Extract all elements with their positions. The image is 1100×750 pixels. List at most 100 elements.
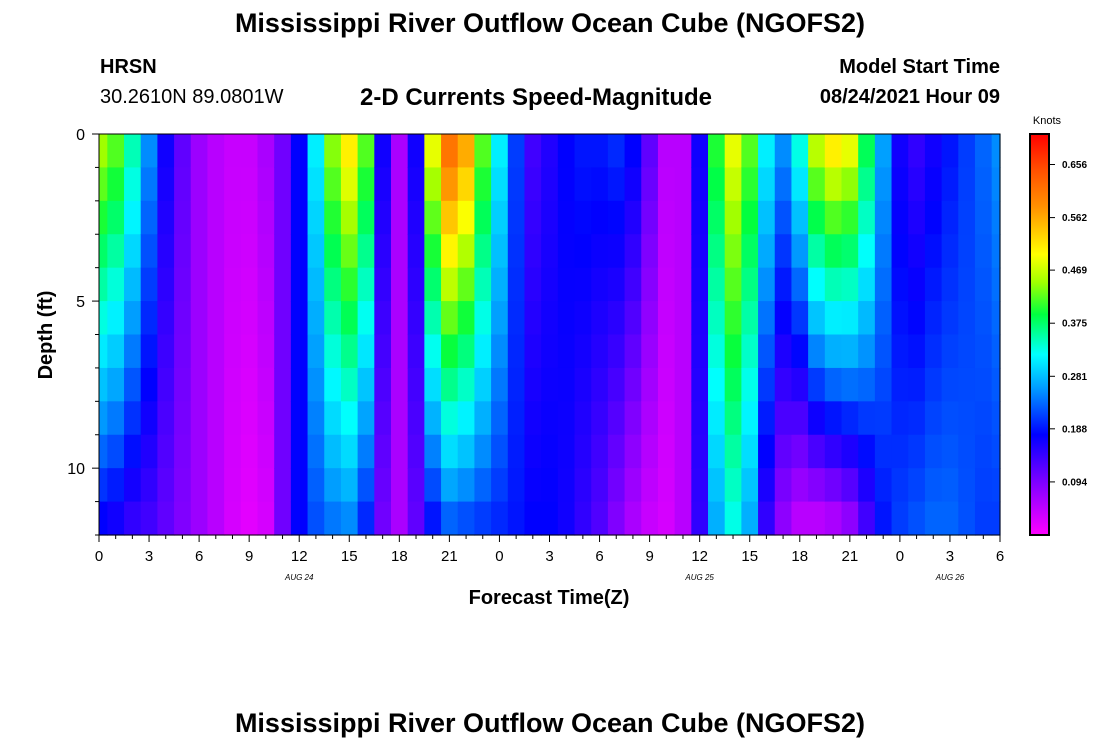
- heatmap-cell: [324, 434, 342, 469]
- heatmap-cell: [774, 468, 793, 503]
- heatmap-cell: [374, 501, 392, 536]
- heatmap-cell: [891, 301, 909, 336]
- heatmap-cell: [891, 401, 909, 436]
- heatmap-cell: [207, 367, 225, 402]
- heatmap-cell: [340, 401, 359, 436]
- heatmap-cell: [574, 234, 592, 269]
- heatmap-cell: [741, 234, 759, 269]
- heatmap-cell: [390, 167, 409, 202]
- heatmap-cell: [324, 367, 342, 402]
- heatmap-cell: [607, 234, 626, 269]
- heatmap-cell: [657, 367, 676, 402]
- heatmap-cell: [491, 501, 509, 536]
- heatmap-cell: [841, 167, 859, 202]
- heatmap-cell: [507, 234, 526, 269]
- heatmap-cell: [240, 501, 259, 536]
- heatmap-cell: [407, 434, 425, 469]
- heatmap-cell: [791, 468, 809, 503]
- heatmap-cell: [691, 468, 709, 503]
- heatmap-cell: [524, 468, 542, 503]
- colorbar-tick-label: 0.188: [1062, 424, 1087, 435]
- heatmap-cell: [290, 301, 309, 336]
- heatmap-cell: [541, 234, 559, 269]
- heatmap-cell: [374, 167, 392, 202]
- heatmap-cell: [441, 434, 459, 469]
- heatmap-cell: [457, 200, 476, 235]
- heatmap-cell: [99, 134, 108, 169]
- heatmap-cell: [257, 267, 275, 302]
- heatmap-cell: [791, 167, 809, 202]
- heatmap-cell: [641, 267, 659, 302]
- heatmap-cell: [374, 468, 392, 503]
- heatmap-cell: [758, 334, 776, 369]
- heatmap-cell: [808, 301, 826, 336]
- heatmap-cell: [991, 200, 1001, 235]
- heatmap-cell: [708, 267, 726, 302]
- heatmap-cell: [874, 367, 893, 402]
- heatmap-cell: [390, 200, 409, 235]
- heatmap-cell: [491, 367, 509, 402]
- heatmap-cell: [841, 434, 859, 469]
- station-coordinates: 30.2610N 89.0801W: [100, 86, 284, 108]
- heatmap-cell: [124, 267, 142, 302]
- heatmap-cell: [557, 334, 576, 369]
- heatmap-cell: [99, 501, 108, 536]
- heatmap-cell: [841, 267, 859, 302]
- heatmap-cell: [674, 200, 692, 235]
- heatmap-cell: [591, 301, 609, 336]
- heatmap-cell: [974, 468, 993, 503]
- heatmap-cell: [307, 200, 325, 235]
- heatmap-cell: [858, 234, 876, 269]
- heatmap-cell: [858, 401, 876, 436]
- heatmap-cell: [107, 200, 125, 235]
- heatmap-cell: [774, 167, 793, 202]
- heatmap-cell: [124, 468, 142, 503]
- heatmap-cell: [190, 401, 209, 436]
- heatmap-cell: [624, 167, 642, 202]
- heatmap-cell: [891, 367, 909, 402]
- heatmap-cell: [207, 134, 225, 169]
- heatmap-cell: [924, 167, 943, 202]
- heatmap-cell: [107, 167, 125, 202]
- heatmap-cell: [224, 267, 242, 302]
- heatmap-cell: [741, 301, 759, 336]
- heatmap-cell: [290, 200, 309, 235]
- heatmap-cell: [858, 334, 876, 369]
- heatmap-cell: [157, 301, 175, 336]
- heatmap-cell: [541, 200, 559, 235]
- heatmap-cell: [708, 167, 726, 202]
- heatmap-cell: [924, 301, 943, 336]
- heatmap-cell: [190, 167, 209, 202]
- heatmap-cell: [107, 301, 125, 336]
- heatmap-cell: [257, 434, 275, 469]
- heatmap-cell: [224, 334, 242, 369]
- heatmap-cell: [724, 200, 742, 235]
- heatmap-cell: [674, 468, 692, 503]
- heatmap-cell: [407, 468, 425, 503]
- heatmap-cell: [958, 200, 976, 235]
- heatmap-cell: [507, 367, 526, 402]
- heatmap-cell: [274, 267, 292, 302]
- heatmap-cell: [874, 434, 893, 469]
- heatmap-cell: [224, 200, 242, 235]
- heatmap-cell: [207, 501, 225, 536]
- heatmap-cell: [574, 401, 592, 436]
- heatmap-cell: [157, 200, 175, 235]
- heatmap-cell: [390, 267, 409, 302]
- heatmap-cell: [441, 367, 459, 402]
- heatmap-cell: [908, 267, 926, 302]
- heatmap-cell: [774, 200, 793, 235]
- heatmap-cell: [874, 401, 893, 436]
- heatmap-cell: [891, 267, 909, 302]
- heatmap-cell: [891, 334, 909, 369]
- heatmap-cell: [457, 468, 476, 503]
- heatmap-cell: [908, 367, 926, 402]
- heatmap-cell: [824, 334, 843, 369]
- heatmap-cell: [724, 167, 742, 202]
- heatmap-cell: [557, 501, 576, 536]
- heatmap-cell: [724, 367, 742, 402]
- heatmap-cell: [290, 434, 309, 469]
- heatmap-cell: [941, 134, 959, 169]
- heatmap-cell: [974, 267, 993, 302]
- heatmap-cell: [240, 434, 259, 469]
